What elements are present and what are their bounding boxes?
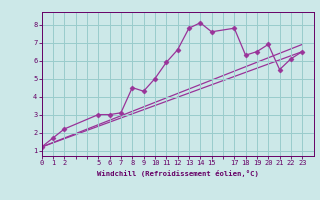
X-axis label: Windchill (Refroidissement éolien,°C): Windchill (Refroidissement éolien,°C) bbox=[97, 170, 259, 177]
